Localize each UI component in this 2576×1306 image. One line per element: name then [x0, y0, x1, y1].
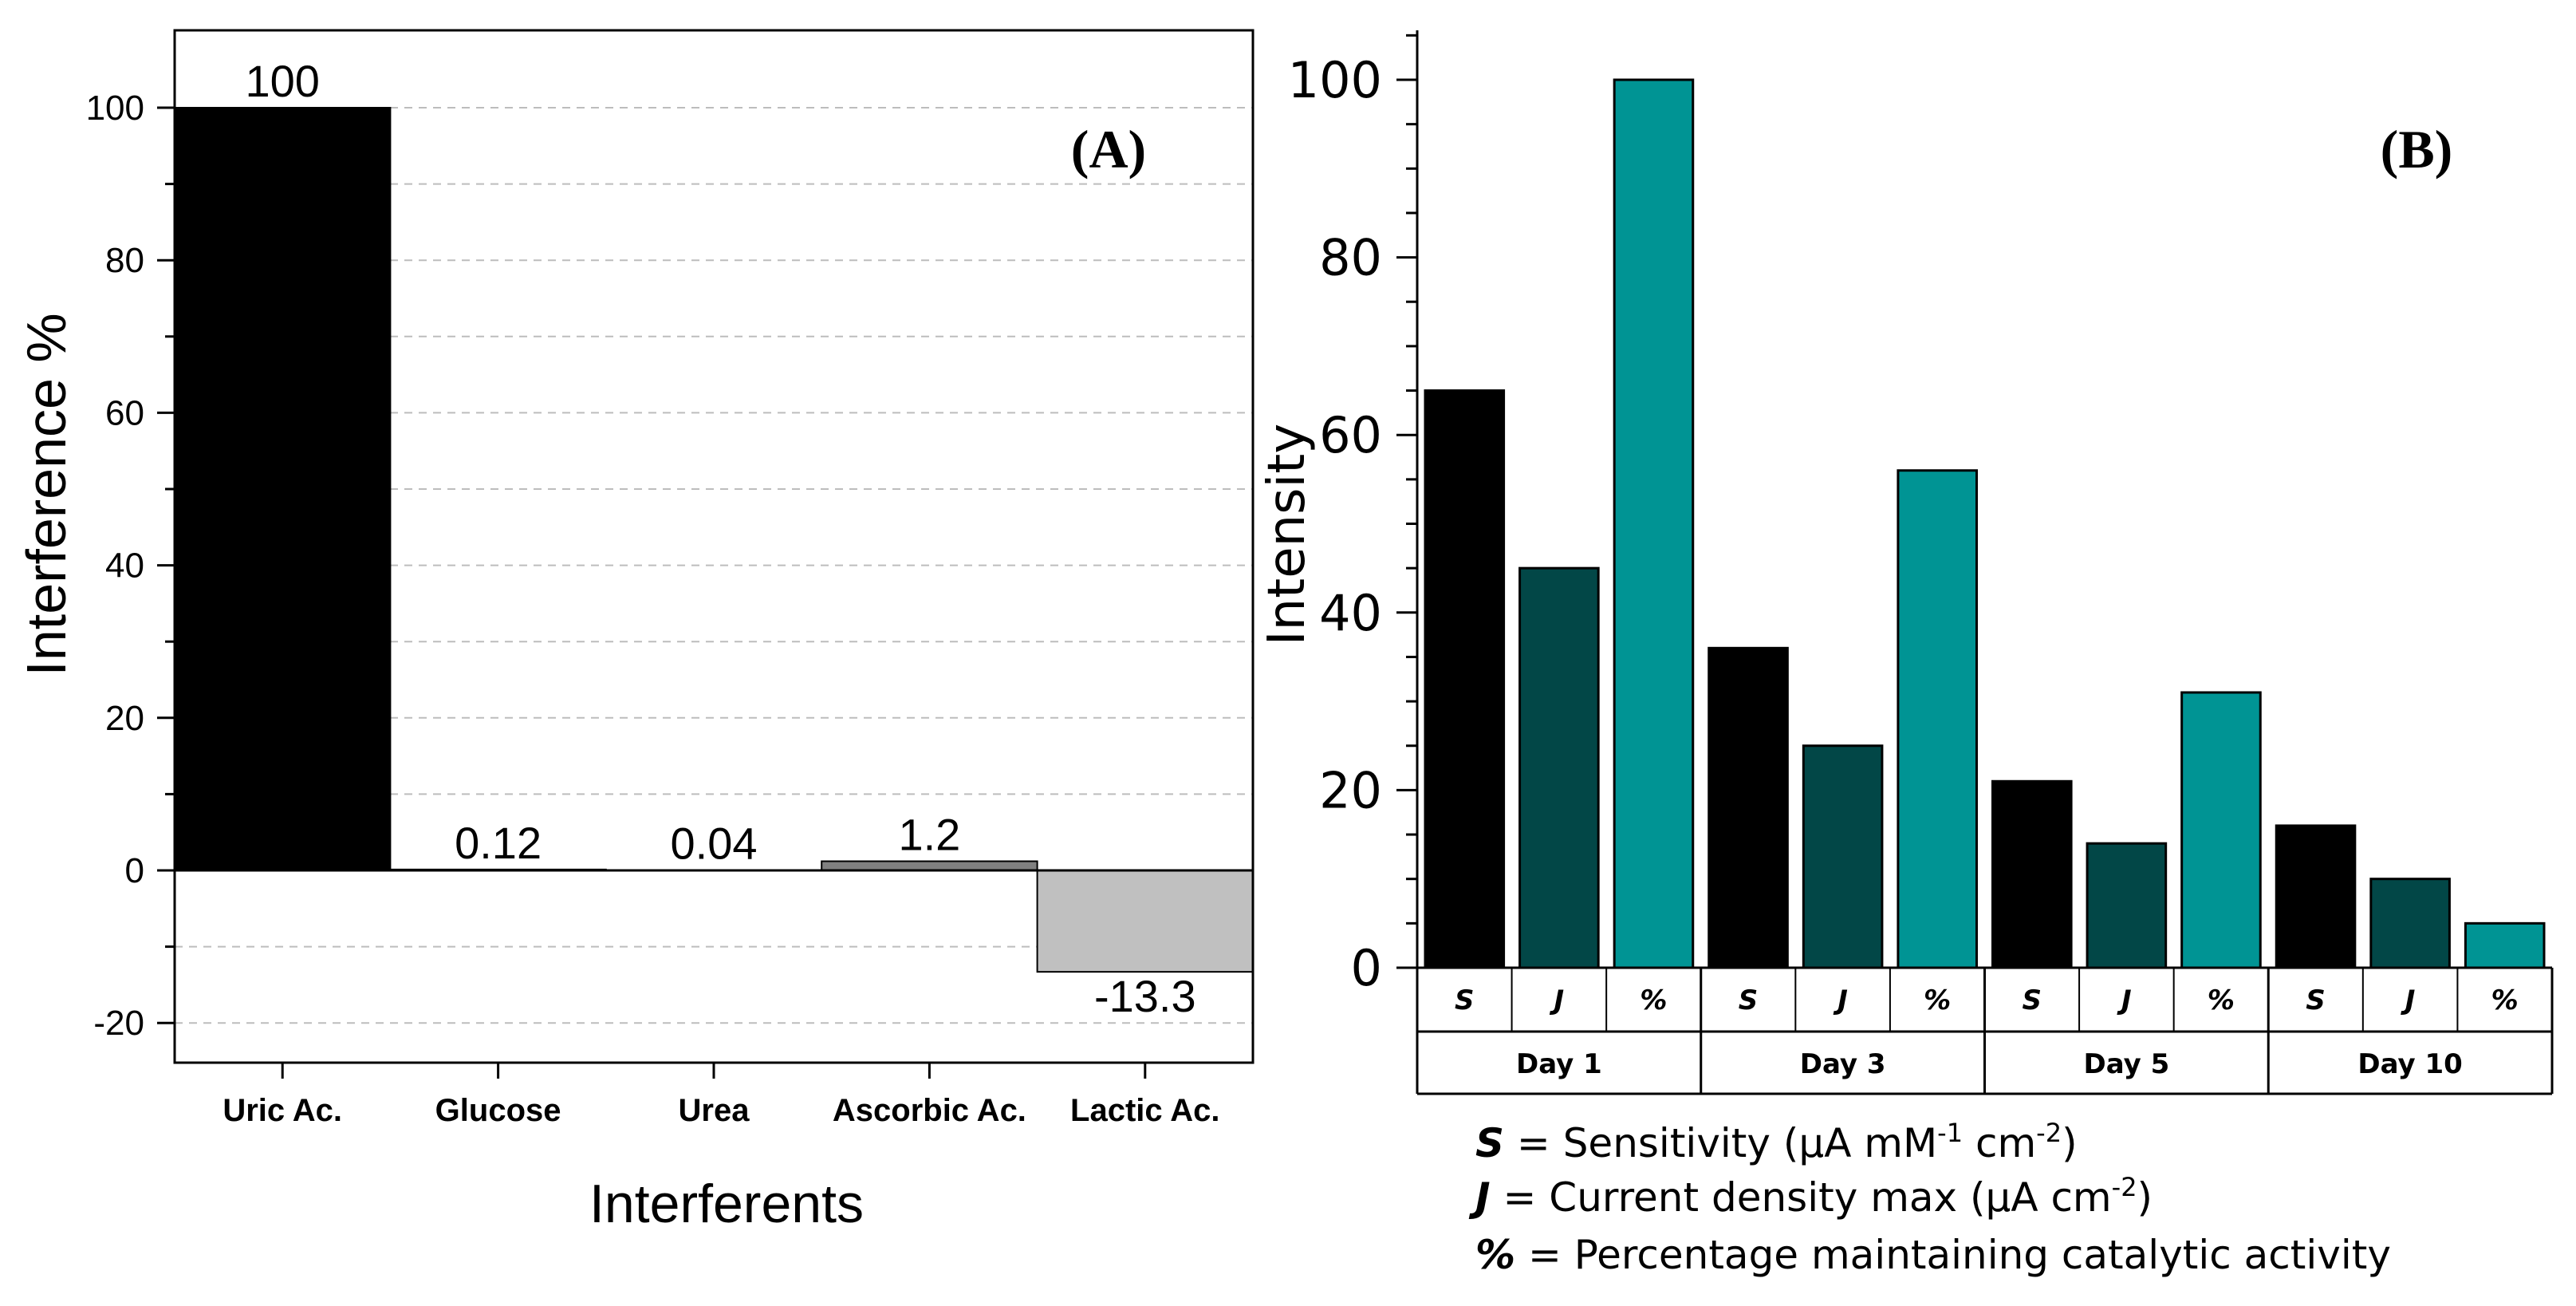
panel-b-y-tick-label: 40	[1319, 584, 1382, 642]
legend-text: = Sensitivity (µA mM	[1504, 1120, 1937, 1166]
panel-b-sub-category-label: %	[1640, 984, 1667, 1016]
panel-b-bar	[2464, 921, 2546, 969]
panel-a-x-tick-label: Ascorbic Ac.	[833, 1093, 1026, 1128]
panel-b-label: (B)	[2381, 119, 2453, 180]
panel-b-bar	[2180, 691, 2262, 969]
panel-b-legend-entry: J = Current density max (µA cm-2)	[1468, 1172, 2153, 1221]
panel-a-bar	[174, 107, 392, 871]
legend-superscript: -2	[2036, 1118, 2062, 1148]
panel-b-bar	[1802, 744, 1884, 969]
panel-a-data-label: 0.12	[455, 818, 542, 868]
legend-symbol: %	[1475, 1232, 1515, 1278]
panel-a-data-label: 1.2	[898, 810, 960, 860]
panel-a-y-tick-label: 80	[105, 241, 144, 280]
panel-b-y-tick-label: 0	[1351, 939, 1382, 997]
panel-b-group-label: Day 5	[2083, 1048, 2169, 1080]
panel-b-legend: S = Sensitivity (µA mM-1 cm-2)J = Curren…	[1468, 1118, 2391, 1278]
panel-b-bar	[1613, 78, 1695, 969]
panel-b-category-table: S J % Day 1 S J % Day 3 S J % Day 5 S J % Day 10	[1416, 966, 2554, 1095]
panel-b-sub-category-label: J	[1833, 984, 1848, 1016]
legend-symbol: S	[1475, 1120, 1504, 1166]
panel-b-bars	[1424, 78, 2546, 969]
panel-b-y-tick-label: 100	[1288, 51, 1382, 109]
panel-b-bar	[1897, 469, 1979, 969]
panel-b-sub-category-label: %	[2491, 984, 2519, 1016]
panel-a-x-tick-label: Urea	[679, 1093, 750, 1128]
panel-a-x-axis-title: Interferents	[589, 1174, 864, 1234]
panel-a-x-ticks: Uric Ac. Glucose Urea Ascorbic Ac. Lactic Ac…	[223, 1063, 1220, 1128]
panel-b-sub-category-label: S	[2023, 984, 2042, 1016]
panel-b-bar	[2369, 878, 2451, 969]
panel-a: -20 0 20 40 60 80 100 Uric Ac. Glucose Urea Ascor…	[15, 29, 1255, 1234]
panel-a-x-tick-label: Glucose	[435, 1093, 561, 1128]
panel-b-sub-category-label: S	[1455, 984, 1475, 1016]
panel-a-y-tick-label: 20	[105, 699, 144, 738]
panel-a-x-tick-label: Lactic Ac.	[1070, 1093, 1219, 1128]
panel-b-bar	[1707, 646, 1789, 969]
panel-b-y-tick-label: 80	[1319, 229, 1382, 287]
legend-superscript: -2	[2112, 1172, 2137, 1202]
panel-b-sub-category-label: S	[2306, 984, 2326, 1016]
panel-b-y-tick-label: 60	[1319, 406, 1382, 464]
panel-b-group-label: Day 1	[1516, 1048, 1602, 1080]
legend-text: )	[2137, 1174, 2153, 1221]
panel-a-y-tick-label: -20	[93, 1004, 144, 1043]
panel-a-y-axis-title: Interference %	[15, 313, 77, 676]
legend-text: cm	[1963, 1120, 2036, 1166]
panel-b-group-label: Day 10	[2357, 1048, 2462, 1080]
legend-text: )	[2062, 1120, 2078, 1166]
panel-a-y-tick-label: 60	[105, 393, 144, 432]
panel-b-group-label: Day 3	[1800, 1048, 1886, 1080]
legend-superscript: -1	[1937, 1118, 1963, 1148]
panel-b-legend-entry: % = Percentage maintaining catalytic act…	[1475, 1232, 2391, 1278]
panel-a-data-labels: 100 0.12 0.04 1.2 -13.3	[245, 56, 1195, 1021]
panel-a-x-tick-label: Uric Ac.	[223, 1093, 342, 1128]
panel-b-bar	[2275, 824, 2357, 969]
panel-a-data-label: 0.04	[671, 819, 758, 869]
panel-a-bar	[821, 860, 1038, 871]
panel-b-y-tick-label: 20	[1319, 761, 1382, 819]
legend-text: = Percentage maintaining catalytic activ…	[1515, 1232, 2391, 1278]
panel-b-y-axis-title: Intensity	[1258, 424, 1317, 646]
panel-b-bar	[2086, 842, 2168, 969]
legend-text: = Current density max (µA cm	[1491, 1174, 2112, 1221]
panel-b-bar	[1518, 566, 1600, 969]
panel-b-bar	[1991, 779, 2073, 969]
panel-a-y-tick-label: 100	[86, 89, 144, 128]
panel-b-y-ticks: 0 20 40 60 80 100	[1288, 34, 1417, 997]
panel-a-y-tick-label: 40	[105, 546, 144, 586]
panel-b-sub-category-label: J	[1550, 984, 1565, 1016]
panel-a-data-label: -13.3	[1094, 971, 1196, 1021]
panel-b-sub-category-label: %	[2208, 984, 2235, 1016]
panel-b-sub-category-label: S	[1739, 984, 1759, 1016]
panel-b-sub-category-label: J	[2117, 984, 2132, 1016]
panel-b-sub-category-label: %	[1924, 984, 1951, 1016]
panel-a-y-tick-label: 0	[125, 851, 144, 890]
panel-a-data-label: 100	[245, 56, 319, 106]
panel-a-bar	[1036, 870, 1254, 973]
panel-b-legend-entry: S = Sensitivity (µA mM-1 cm-2)	[1475, 1118, 2078, 1166]
panel-b-bar	[1424, 389, 1506, 969]
panel-a-y-ticks: -20 0 20 40 60 80 100	[86, 89, 175, 1043]
panel-a-label: (A)	[1071, 119, 1146, 180]
panel-b-sub-category-label: J	[2401, 984, 2416, 1016]
legend-symbol: J	[1468, 1174, 1491, 1221]
